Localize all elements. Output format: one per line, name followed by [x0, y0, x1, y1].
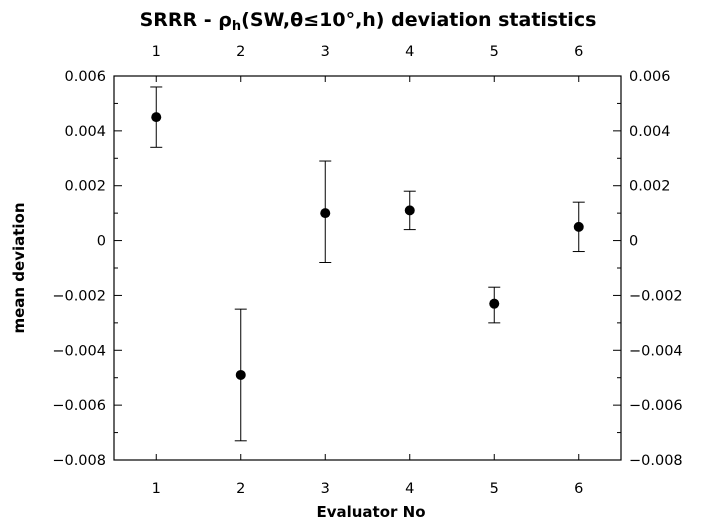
- y-tick-label-left: 0.006: [64, 69, 106, 85]
- y-tick-label-left: 0.002: [64, 179, 106, 195]
- y-tick-label-left: 0.004: [64, 124, 106, 140]
- y-tick-label-right: 0.004: [629, 124, 671, 140]
- y-tick-label-right: −0.004: [629, 343, 683, 359]
- y-tick-label-left: 0: [97, 234, 106, 250]
- chart-title-prefix: SRRR - ρ: [140, 9, 232, 31]
- data-point: [573, 221, 584, 232]
- x-tick-label-top: 2: [236, 44, 245, 60]
- y-tick-label-right: 0: [629, 234, 638, 250]
- y-tick-label-right: −0.002: [629, 288, 683, 304]
- y-tick-label-right: 0.006: [629, 69, 671, 85]
- data-point: [404, 205, 415, 216]
- chart-title-subscript: h: [232, 19, 241, 34]
- x-tick-label-bottom: 5: [490, 481, 499, 497]
- data-points: [151, 112, 584, 380]
- x-tick-label-bottom: 3: [321, 481, 330, 497]
- x-tick-label-bottom: 1: [152, 481, 161, 497]
- y-tick-label-left: −0.006: [52, 398, 106, 414]
- x-tick-label-top: 4: [405, 44, 414, 60]
- chart-title-suffix: (SW,θ≤10°,h) deviation statistics: [241, 9, 596, 31]
- x-tick-label-top: 3: [321, 44, 330, 60]
- x-axis-label: Evaluator No: [316, 503, 425, 521]
- x-tick-label-top: 5: [490, 44, 499, 60]
- axis-ticks: [114, 75, 621, 461]
- y-tick-label-right: −0.008: [629, 453, 683, 469]
- y-tick-label-left: −0.004: [52, 343, 106, 359]
- data-point: [235, 369, 246, 380]
- y-tick-label-right: −0.006: [629, 398, 683, 414]
- data-point: [489, 298, 500, 309]
- plot-frame: [113, 75, 622, 461]
- y-tick-label-left: −0.002: [52, 288, 106, 304]
- x-tick-label-bottom: 6: [574, 481, 583, 497]
- error-bars: [150, 86, 585, 442]
- x-tick-label-top: 1: [152, 44, 161, 60]
- x-tick-label-bottom: 4: [405, 481, 414, 497]
- axis-tick-labels: 1 1 2 2 3 3 4 4 5 5 6 6 −0.008 −0.008 −0.006 −0.006 −0.0…: [52, 44, 682, 497]
- y-tick-label-right: 0.002: [629, 179, 671, 195]
- y-axis-label: mean deviation: [10, 202, 28, 333]
- data-point: [151, 112, 162, 123]
- chart-title: SRRR - ρh(SW,θ≤10°,h) deviation statisti…: [140, 9, 597, 34]
- y-tick-label-left: −0.008: [52, 453, 106, 469]
- x-tick-label-top: 6: [574, 44, 583, 60]
- x-tick-label-bottom: 2: [236, 481, 245, 497]
- data-point: [320, 208, 331, 219]
